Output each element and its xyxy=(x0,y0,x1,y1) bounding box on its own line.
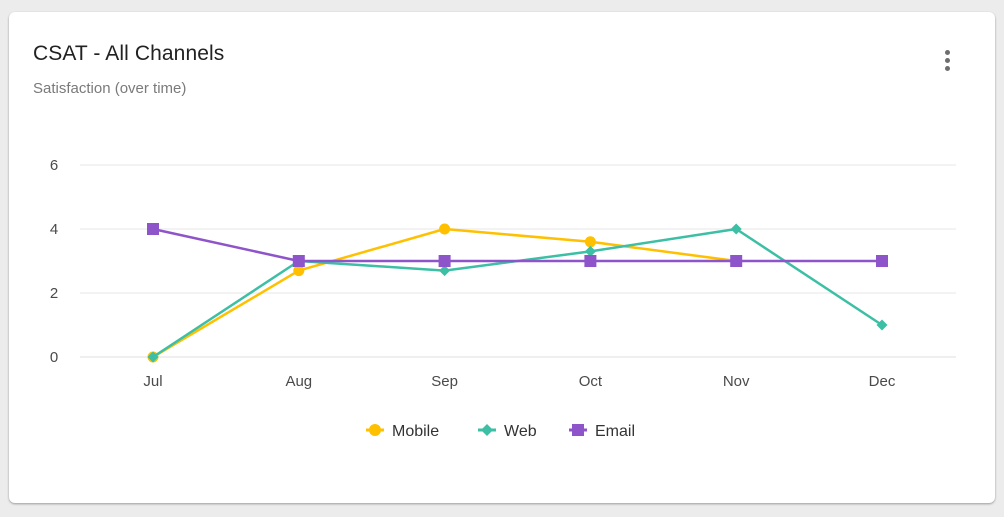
square-marker-icon xyxy=(584,255,597,267)
circle-marker-icon xyxy=(293,265,305,277)
diamond-marker-icon xyxy=(439,265,451,277)
menu-dot xyxy=(944,65,950,71)
legend-label: Mobile xyxy=(392,423,439,440)
menu-dot xyxy=(944,57,950,63)
diamond-marker-icon xyxy=(481,424,493,436)
circle-marker-icon xyxy=(584,236,596,248)
legend-label: Web xyxy=(504,423,537,440)
series-email xyxy=(147,223,888,267)
chart-legend: Mobile Web Email xyxy=(366,423,635,440)
card-title: CSAT - All Channels xyxy=(33,42,225,65)
x-tick-label: Nov xyxy=(723,373,750,390)
x-tick-label: Sep xyxy=(431,373,458,390)
chart-series xyxy=(147,223,888,363)
legend-item-mobile[interactable]: Mobile xyxy=(366,423,439,440)
x-tick-label: Jul xyxy=(143,373,162,390)
chart-grid xyxy=(80,164,956,358)
legend-item-email[interactable]: Email xyxy=(569,423,635,440)
circle-marker-icon xyxy=(369,424,381,436)
square-marker-icon xyxy=(292,255,305,267)
circle-marker-icon xyxy=(439,223,451,235)
y-axis: 0 2 4 6 xyxy=(50,157,58,366)
y-tick-label: 0 xyxy=(50,349,58,366)
series-line xyxy=(152,227,882,263)
diamond-marker-icon xyxy=(147,351,159,363)
more-vertical-icon[interactable] xyxy=(937,46,957,74)
legend-item-web[interactable]: Web xyxy=(478,423,537,440)
square-marker-icon xyxy=(147,223,159,235)
y-tick-label: 4 xyxy=(50,221,58,238)
y-tick-label: 2 xyxy=(50,285,58,302)
square-marker-icon xyxy=(730,255,743,267)
menu-dot xyxy=(944,49,950,55)
x-tick-label: Oct xyxy=(579,373,603,390)
x-tick-label: Aug xyxy=(285,373,312,390)
square-marker-icon xyxy=(438,255,451,267)
square-marker-icon xyxy=(572,424,584,436)
diamond-marker-icon xyxy=(876,319,888,331)
card-subtitle: Satisfaction (over time) xyxy=(33,80,187,97)
chart-card: CSAT - All Channels Satisfaction (over t… xyxy=(9,12,995,503)
square-marker-icon xyxy=(876,255,888,267)
diamond-marker-icon xyxy=(730,223,742,235)
x-axis: Jul Aug Sep Oct Nov Dec xyxy=(143,373,895,390)
legend-label: Email xyxy=(595,423,635,440)
y-tick-label: 6 xyxy=(50,157,58,174)
diamond-marker-icon xyxy=(584,245,596,257)
x-tick-label: Dec xyxy=(869,373,896,390)
